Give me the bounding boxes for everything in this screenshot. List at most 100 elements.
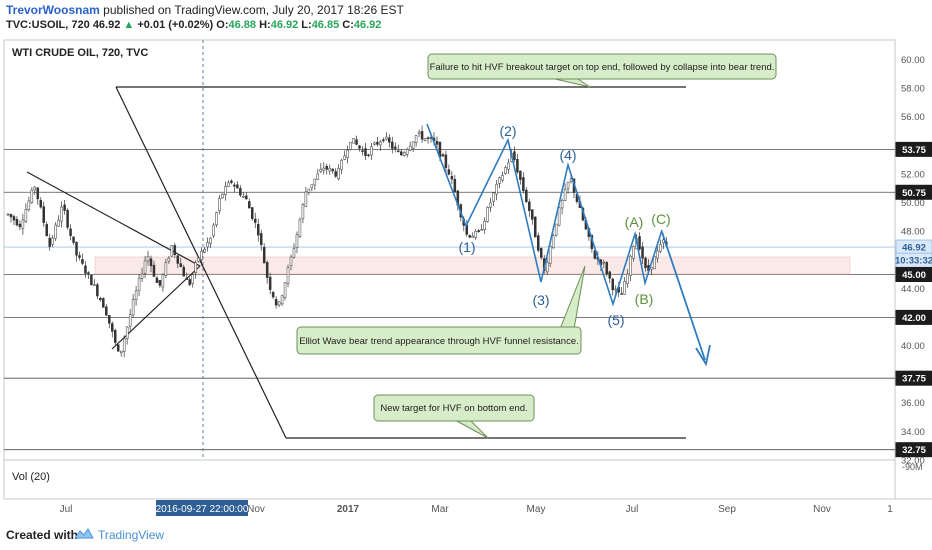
candle-body — [21, 219, 25, 229]
candle-body — [304, 191, 308, 207]
candle-body — [417, 131, 421, 135]
price-label: 46.92 — [902, 243, 926, 254]
author-link[interactable]: TrevorWoosnam — [6, 3, 100, 17]
candle-body — [236, 184, 239, 189]
price-label: 45.00 — [902, 270, 926, 281]
y-tick-label: 48.00 — [901, 227, 925, 238]
candle-body — [131, 299, 135, 316]
candle-body — [167, 257, 171, 262]
candle-body — [537, 235, 540, 251]
candle-body — [179, 263, 183, 267]
candle-body — [516, 159, 519, 173]
candle-body — [99, 297, 102, 301]
price-label-box — [895, 309, 932, 325]
candle-body — [128, 314, 132, 327]
candle-body — [155, 277, 159, 283]
candle-body — [152, 264, 156, 277]
candle-body — [265, 262, 269, 278]
candle-body — [289, 256, 293, 266]
x-tick-label: 1 — [887, 504, 893, 515]
candle-body — [471, 235, 474, 238]
up-arrow-icon: ▲ — [123, 19, 135, 31]
crosshair-time-box — [156, 500, 248, 516]
candle-body — [501, 175, 504, 181]
candle-body — [233, 184, 236, 187]
callout-elliott[interactable]: Elliot Wave bear trend appearance throug… — [296, 265, 586, 355]
candle-body — [379, 141, 382, 146]
candle-body — [72, 236, 75, 243]
candle-body — [197, 257, 200, 262]
wave-label: (5) — [607, 312, 624, 328]
candle-body — [105, 306, 108, 316]
candle-body — [319, 168, 323, 172]
callout-bottom-pointer — [454, 419, 489, 439]
high-value: 46.92 — [270, 19, 299, 31]
candle-body — [254, 218, 257, 223]
candle-body — [262, 246, 266, 264]
candle-body — [9, 214, 13, 218]
candle-body — [513, 151, 516, 160]
price-chart[interactable]: Jul Nov 2017 Mar May Jul Sep Nov 1 60.00 58.00 56.… — [0, 36, 932, 520]
candle-body — [113, 330, 117, 343]
candle-body — [277, 301, 281, 306]
footer: Created with TradingView — [0, 520, 932, 550]
candle-body — [125, 326, 129, 340]
price-label-box — [895, 184, 932, 200]
candle-body — [531, 209, 534, 220]
publish-header: TrevorWoosnam published on TradingView.c… — [0, 0, 932, 36]
candle-body — [426, 137, 430, 139]
candle-body — [137, 277, 141, 291]
candle-body — [373, 142, 376, 145]
candle-body — [146, 256, 150, 262]
candle-body — [119, 350, 123, 354]
candle-body — [337, 167, 340, 180]
tradingview-brand[interactable]: TradingView — [98, 528, 165, 542]
candle-body — [51, 237, 54, 245]
candle-body — [93, 284, 96, 286]
candle-body — [251, 207, 254, 219]
chart-area[interactable]: Jul Nov 2017 Mar May Jul Sep Nov 1 60.00 58.00 56.… — [0, 36, 932, 520]
callout-bottom[interactable]: New target for HVF on bottom end. — [373, 394, 535, 439]
x-tick-label: Jul — [626, 504, 639, 515]
candle-body — [528, 201, 531, 212]
candle-body — [566, 181, 570, 189]
candle-body — [18, 223, 22, 228]
candle-body — [560, 200, 564, 209]
candle-body — [328, 167, 331, 172]
hvf-left-line — [115, 86, 287, 439]
x-tick-label: 2017 — [337, 504, 360, 515]
candle-body — [286, 267, 290, 284]
candle-body — [45, 224, 48, 237]
callout-bottom-box — [373, 394, 535, 422]
candle-body — [447, 169, 451, 175]
elliott-wave-lines — [426, 123, 711, 367]
candle-body — [340, 159, 343, 170]
candle-body — [185, 277, 188, 280]
candle-body — [221, 193, 224, 199]
candle-body — [75, 241, 78, 256]
candle-body — [209, 237, 212, 244]
candle-body — [230, 180, 233, 183]
wave-label: (2) — [499, 123, 516, 139]
candle-body — [30, 189, 34, 203]
candle-body — [212, 224, 215, 237]
candle-body — [63, 204, 66, 211]
candle-body — [450, 176, 454, 180]
candle-body — [638, 236, 641, 250]
candle-body — [519, 170, 522, 180]
candle-body — [69, 228, 72, 236]
candle-body — [551, 235, 555, 248]
candle-body — [653, 256, 656, 270]
x-tick-label: Sep — [718, 504, 736, 515]
price-label-box — [895, 370, 932, 386]
horizontal-levels — [4, 148, 895, 451]
candle-body — [203, 248, 206, 253]
published-text: published on TradingView.com, July 20, 2… — [99, 3, 404, 17]
candle-body — [307, 188, 311, 193]
callout-elliott-pointer — [559, 265, 586, 330]
callout-top[interactable]: Failure to hit HVF breakout target on to… — [427, 53, 777, 88]
tradingview-logo-icon[interactable] — [74, 527, 94, 541]
candle-body — [441, 154, 445, 157]
candle-body — [248, 201, 251, 209]
candle-body — [60, 206, 63, 222]
